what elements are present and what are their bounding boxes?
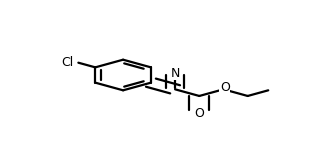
Text: Cl: Cl — [61, 56, 73, 69]
Text: N: N — [170, 67, 180, 80]
Text: O: O — [194, 106, 204, 119]
Text: O: O — [220, 82, 230, 94]
